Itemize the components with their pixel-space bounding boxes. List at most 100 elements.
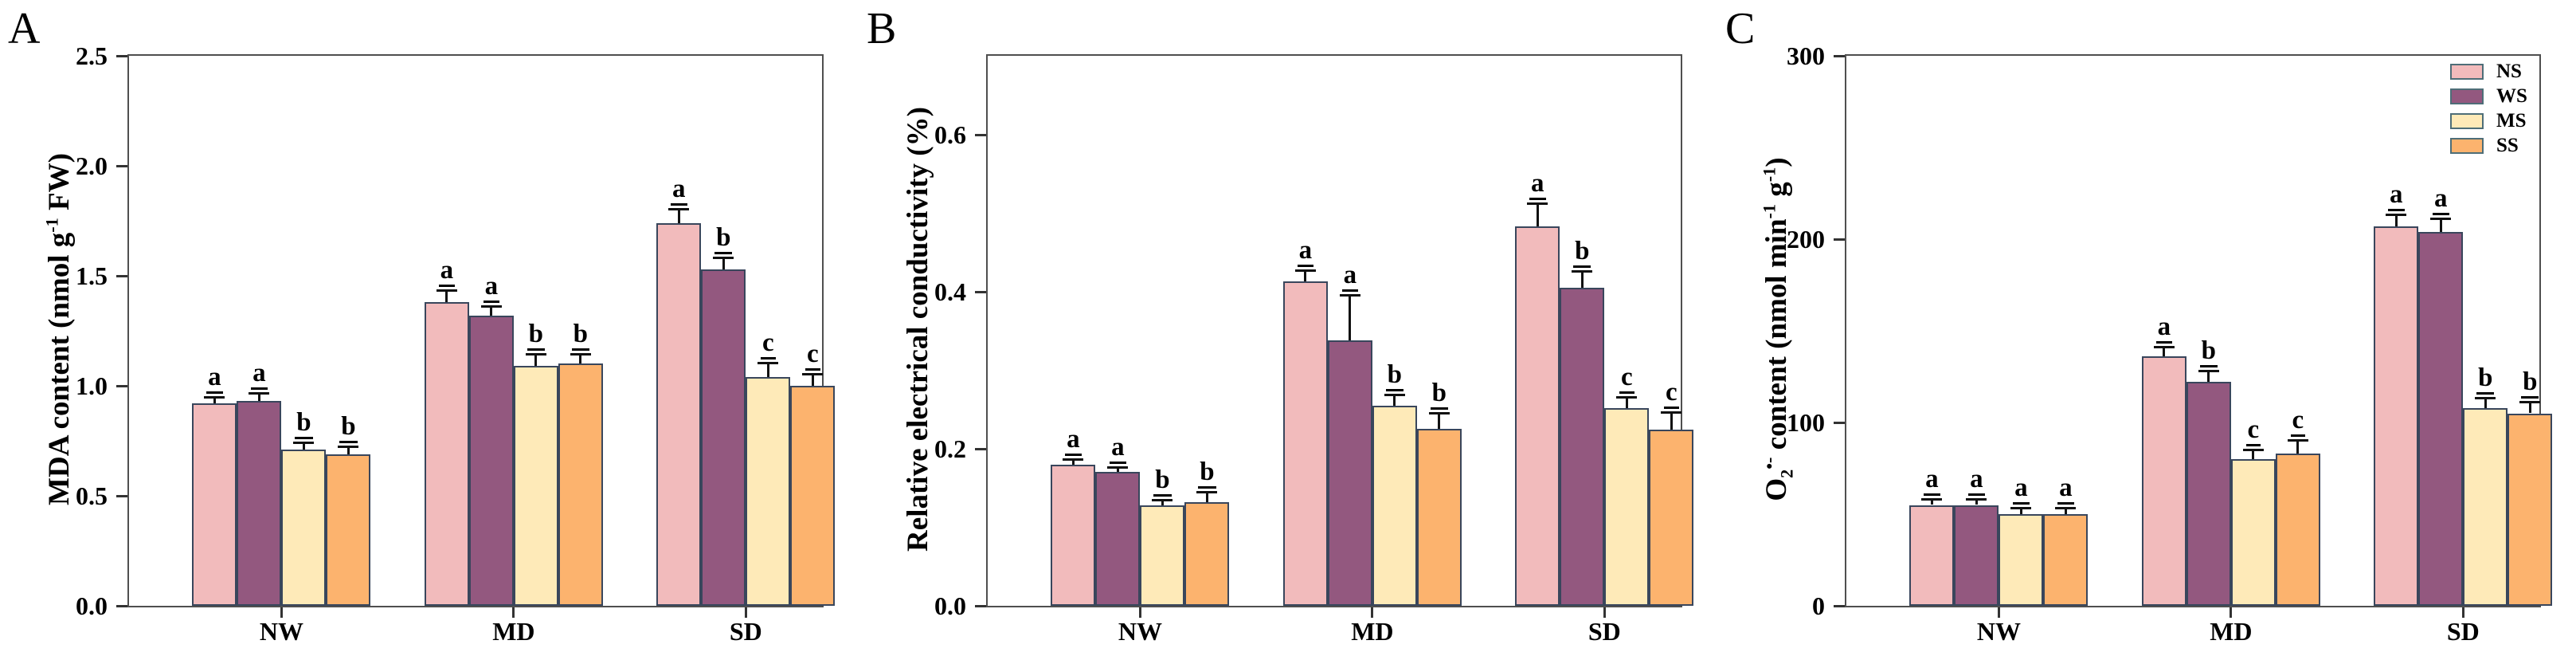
bar-ns-sd bbox=[2374, 226, 2419, 606]
significance-letter: b bbox=[2507, 366, 2552, 399]
error-bar bbox=[1438, 413, 1441, 430]
y-axis-title-segment: 2 bbox=[1776, 469, 1797, 478]
error-bar bbox=[1304, 271, 1307, 281]
y-tick-label: 0.0 bbox=[76, 591, 108, 620]
x-tick-mark bbox=[280, 607, 283, 618]
significance-letter: a bbox=[1909, 463, 1954, 496]
chart-panel-b: B Relative electrical conductivity (%) 0… bbox=[859, 0, 1717, 660]
y-tick-mark bbox=[1834, 55, 1845, 57]
y-axis-title-segment: ) bbox=[1760, 157, 1793, 167]
significance-letter: b bbox=[326, 411, 370, 444]
significance-letter: a bbox=[656, 173, 701, 206]
y-axis-title-segment: g bbox=[1760, 182, 1793, 204]
significance-letter: a bbox=[2374, 179, 2418, 212]
significance-letter-text: b bbox=[1430, 379, 1449, 410]
y-tick-mark bbox=[116, 385, 127, 387]
y-tick-label: 0.0 bbox=[934, 591, 966, 620]
y-axis-title: MDA content (nmol g-1 FW) bbox=[32, 54, 88, 604]
significance-letter: a bbox=[425, 254, 469, 288]
error-bar-cap bbox=[525, 353, 546, 356]
significance-letter-text: a bbox=[2388, 180, 2405, 212]
error-bar-cap bbox=[1921, 497, 1943, 501]
error-bar-cap bbox=[758, 362, 779, 365]
significance-letter-text: a bbox=[2013, 473, 2030, 505]
significance-letter: a bbox=[2418, 183, 2463, 215]
error-bar bbox=[1670, 412, 1673, 430]
error-bar-cap bbox=[1196, 491, 1218, 494]
legend-item-ns: NS bbox=[2450, 61, 2538, 83]
error-bar-cap bbox=[570, 353, 591, 356]
y-tick-label: 100 bbox=[1787, 408, 1825, 437]
legend-label-ss: SS bbox=[2496, 135, 2519, 156]
bar-ms-md bbox=[1372, 405, 1417, 606]
error-bar-cap bbox=[1661, 411, 1682, 414]
bar-ws-sd bbox=[1560, 287, 1605, 606]
x-tick-label-md: MD bbox=[2210, 617, 2253, 646]
significance-letter: b bbox=[2463, 362, 2507, 395]
bar-ms-md bbox=[2230, 459, 2276, 606]
y-tick-label: 0.6 bbox=[934, 120, 966, 149]
bar-ms-nw bbox=[281, 450, 327, 606]
error-bar bbox=[2163, 347, 2166, 357]
y-tick-label: 300 bbox=[1787, 41, 1825, 70]
y-tick-mark bbox=[975, 290, 986, 293]
x-tick-label-nw: NW bbox=[259, 617, 303, 646]
error-bar bbox=[2207, 371, 2210, 383]
legend-swatch-ws bbox=[2450, 88, 2484, 104]
legend-label-ns: NS bbox=[2496, 61, 2522, 82]
y-axis-title-segment: O bbox=[1760, 477, 1793, 501]
bar-ws-nw bbox=[237, 401, 282, 606]
bar-ss-nw bbox=[326, 454, 371, 606]
error-bar-cap bbox=[1339, 293, 1360, 297]
significance-letter-text: c bbox=[760, 328, 776, 360]
significance-letter-text: a bbox=[2057, 473, 2074, 505]
significance-letter-text: b bbox=[527, 320, 546, 352]
y-tick-mark bbox=[116, 275, 127, 277]
significance-letter: c bbox=[790, 338, 835, 371]
bar-ns-nw bbox=[1051, 464, 1096, 606]
error-bar-cap bbox=[1527, 202, 1548, 206]
error-bar-cap bbox=[668, 208, 690, 211]
significance-letter: a bbox=[1328, 259, 1372, 292]
significance-letter-text: c bbox=[2245, 415, 2261, 446]
legend-item-ws: WS bbox=[2450, 85, 2538, 108]
bar-ws-md bbox=[2186, 382, 2231, 606]
significance-letter: b bbox=[281, 407, 326, 439]
bar-ss-md bbox=[558, 363, 603, 606]
significance-letter-text: a bbox=[1110, 433, 1126, 464]
error-bar bbox=[1349, 295, 1352, 340]
significance-letter-text: b bbox=[2476, 363, 2495, 395]
y-tick-mark bbox=[975, 605, 986, 607]
error-bar bbox=[2064, 509, 2067, 514]
bar-ss-md bbox=[1416, 429, 1462, 606]
significance-letter: a bbox=[1515, 167, 1560, 201]
significance-letter-text: a bbox=[251, 359, 268, 390]
significance-letter: b bbox=[2186, 335, 2231, 367]
bar-ms-sd bbox=[746, 376, 791, 606]
bar-ns-sd bbox=[1515, 226, 1560, 606]
bar-ns-md bbox=[424, 302, 469, 606]
significance-letter: a bbox=[237, 357, 281, 390]
bar-ns-md bbox=[2141, 356, 2186, 606]
error-bar-cap bbox=[2475, 397, 2496, 400]
bar-ss-md bbox=[2275, 454, 2320, 606]
error-bar-cap bbox=[1966, 497, 1987, 501]
error-bar bbox=[1930, 499, 1933, 505]
error-bar-cap bbox=[293, 441, 315, 444]
error-bar-cap bbox=[1107, 466, 1129, 469]
significance-letter-text: b bbox=[571, 320, 590, 352]
bar-ms-sd bbox=[1604, 407, 1650, 606]
significance-letter: b bbox=[558, 318, 603, 352]
error-bar-cap bbox=[204, 396, 225, 399]
y-tick-mark bbox=[1834, 605, 1845, 607]
error-bar bbox=[490, 306, 493, 316]
panel-label-a: A bbox=[8, 4, 41, 53]
y-tick-mark bbox=[116, 495, 127, 497]
y-axis-title-segment: -1 bbox=[41, 218, 62, 233]
error-bar-cap bbox=[2519, 400, 2541, 403]
error-bar-cap bbox=[802, 373, 824, 376]
error-bar bbox=[1393, 395, 1396, 406]
x-tick-label-nw: NW bbox=[1976, 617, 2021, 646]
significance-letter: a bbox=[1954, 463, 1999, 496]
error-bar bbox=[213, 398, 216, 404]
